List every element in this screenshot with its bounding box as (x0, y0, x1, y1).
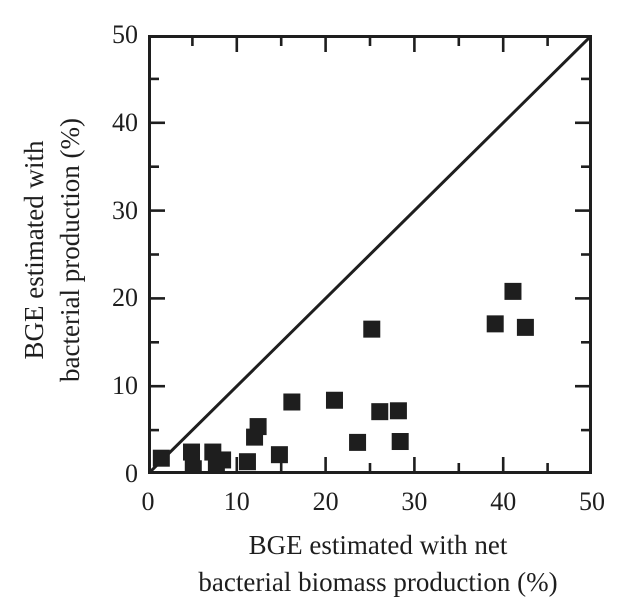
data-point (184, 460, 202, 474)
y-tick-label: 10 (112, 371, 138, 401)
plot-canvas (148, 35, 592, 474)
data-point (214, 451, 232, 469)
data-point (270, 446, 288, 464)
data-point (183, 443, 201, 461)
x-tick-label: 40 (490, 487, 517, 516)
data-point (504, 282, 522, 300)
data-point (363, 320, 381, 338)
y-axis-title: BGE estimated with bacterial production … (16, 15, 88, 485)
data-point (249, 418, 267, 436)
data-point (152, 449, 170, 467)
data-point (283, 393, 301, 411)
x-tick-label: 30 (401, 487, 428, 516)
y-tick-label: 30 (112, 195, 138, 225)
y-axis-title-line-1: BGE estimated with (19, 140, 49, 360)
plot-area (148, 35, 592, 474)
data-point (389, 402, 407, 420)
data-point (516, 318, 534, 336)
data-point (486, 315, 504, 333)
x-axis-title-line-1: BGE estimated with net (248, 530, 508, 560)
data-point (371, 403, 389, 421)
y-axis-title-line-2: bacterial production (%) (55, 118, 85, 382)
data-point (325, 391, 343, 409)
x-tick-label: 20 (312, 487, 339, 516)
x-axis-title-line-2: bacterial biomass production (%) (198, 567, 558, 597)
y-tick-label: 20 (112, 283, 138, 313)
data-point (349, 433, 367, 451)
x-tick-label: 10 (223, 487, 250, 516)
data-point (391, 433, 409, 451)
y-tick-label: 0 (125, 459, 138, 488)
y-tick-label: 40 (112, 107, 138, 137)
axes-frame (148, 35, 592, 474)
x-tick-label: 50 (579, 487, 605, 516)
x-axis-title: BGE estimated with net bacterial biomass… (138, 527, 618, 601)
y-tick-label: 50 (112, 20, 138, 49)
data-point (238, 453, 256, 471)
x-tick-label: 0 (141, 487, 155, 516)
one-to-one-line (148, 35, 592, 474)
